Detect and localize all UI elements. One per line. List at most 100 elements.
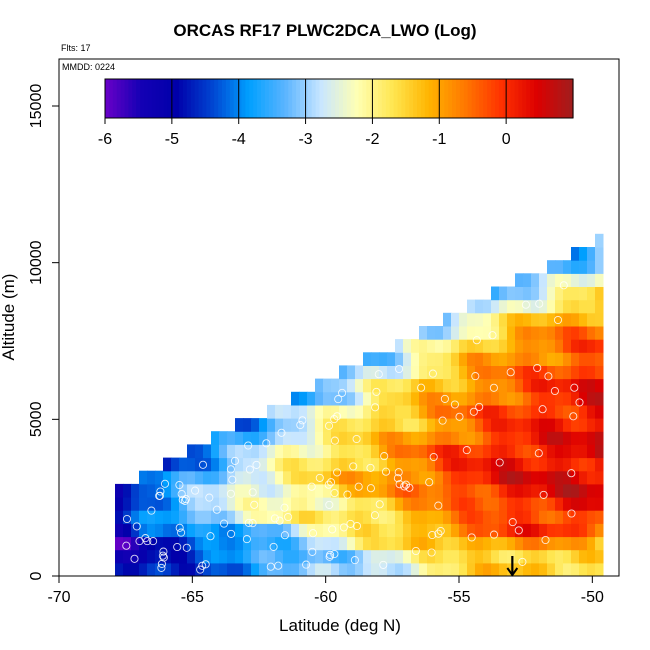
heatmap-cell [275,536,284,551]
heatmap-cell [243,497,252,511]
heatmap-cell [539,299,548,314]
heatmap-cell [539,431,548,445]
heatmap-cell [499,483,508,498]
heatmap-cell [427,523,436,538]
sample-marker [330,488,339,498]
heatmap-cell [331,404,340,419]
y-axis-label: Altitude (m) [0,274,18,361]
heatmap-cell [323,404,332,419]
heatmap-cell [547,497,556,511]
colorbar-segment [272,79,278,118]
heatmap-cell [435,391,444,406]
heatmap-cell [515,404,524,419]
heatmap-cell [379,431,388,445]
heatmap-cell [419,365,428,380]
heatmap-cell [499,444,508,459]
heatmap-cell [515,339,524,353]
heatmap-cell [395,457,404,472]
heatmap-cell [427,391,436,406]
heatmap-cell [331,378,340,393]
heatmap-cell [571,470,580,485]
heatmap-cell [595,299,604,314]
heatmap-cell [555,312,564,327]
heatmap-cell [283,549,292,564]
heatmap-cell [595,536,604,551]
heatmap-cell [243,523,252,538]
heatmap-cell [587,404,596,419]
heatmap-cell [307,562,316,576]
heatmap-cell [347,391,356,406]
sample-marker [280,503,289,512]
heatmap-cell [331,549,340,564]
heatmap-cell [179,470,188,485]
heatmap-cell [523,378,532,393]
heatmap-cell [507,339,516,353]
heatmap-cell [315,431,324,445]
sample-marker [427,548,436,557]
heatmap-cell [595,418,604,432]
heatmap-cell [451,431,460,445]
colorbar-segment [175,79,180,118]
heatmap-cell [483,378,492,393]
heatmap-cell [387,352,396,366]
heatmap-cell [523,444,532,459]
heatmap-cell [163,483,172,498]
heatmap-cell [235,483,244,498]
sample-marker [122,514,132,524]
heatmap-cell [579,431,588,445]
heatmap-cell [427,431,436,445]
heatmap-cell [483,497,492,511]
sample-marker [521,300,530,309]
heatmap-cell [387,562,396,576]
heatmap-cell [283,431,292,445]
heatmap-cell [411,378,420,393]
sample-marker [155,491,164,500]
colorbar-segment [147,79,153,118]
heatmap-cell [571,483,580,498]
colorbar-segment [432,79,438,118]
colorbar-segment [245,79,250,118]
colorbar-segment [206,79,211,118]
heatmap-cell [291,536,300,551]
heatmap-cell [451,470,460,485]
heatmap-cell [307,404,316,419]
colorbar-segment [436,79,441,118]
heatmap-cell [379,483,388,498]
heatmap-cell [491,444,500,459]
heatmap-cell [339,510,348,524]
heatmap-cell [475,510,484,524]
heatmap-cell [147,470,156,485]
heatmap-cell [459,391,468,406]
heatmap-cell [531,510,540,524]
colorbar-segment [132,79,137,118]
heatmap-cell [259,431,268,445]
y-tick-label: 15000 [28,84,45,129]
colorbar-segment [553,79,558,118]
heatmap-cell [475,562,484,576]
heatmap-cell [563,312,572,327]
heatmap-cell [539,312,548,327]
heatmap-cell [131,549,140,564]
heatmap-cell [355,431,364,445]
heatmap-cell [547,352,556,366]
heatmap-cell [531,365,540,380]
colorbar-segment [510,79,516,118]
heatmap-cell [579,483,588,498]
heatmap-cell [555,523,564,538]
colorbar-segment [167,79,172,118]
heatmap-cell [531,457,540,472]
heatmap-cell [171,549,180,564]
heatmap-cell [139,497,148,511]
heatmap-cell [355,378,364,393]
heatmap-cell [315,523,324,538]
sample-marker [277,428,286,437]
colorbar-tick-label: -2 [365,131,379,148]
heatmap-cell [595,378,604,393]
colorbar-segment [190,79,196,118]
heatmap-cell [427,326,436,340]
sample-marker [274,561,283,570]
heatmap-cell [299,523,308,538]
heatmap-cell [499,549,508,564]
heatmap-cell [403,510,412,524]
heatmap-cell [507,299,516,314]
